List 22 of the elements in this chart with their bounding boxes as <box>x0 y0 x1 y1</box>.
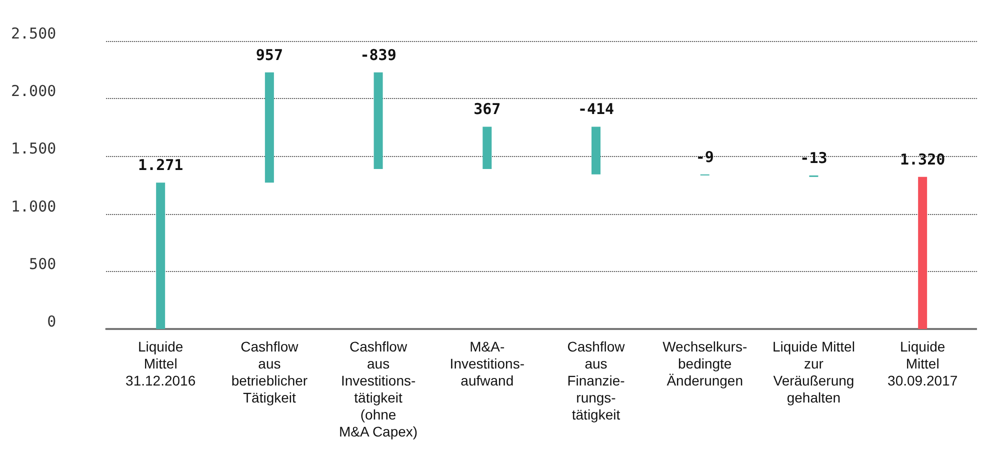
y-tick-label: 0 <box>47 312 56 330</box>
x-tick-label: Cashflow aus betrieblicher Tätigkeit <box>231 338 308 406</box>
x-tick-label: Wechselkurs- bedingte Änderungen <box>662 338 748 388</box>
x-tick-label: Cashflow aus Finanzie- rungs- tätigkeit <box>567 338 626 422</box>
data-label: -13 <box>800 148 828 167</box>
y-tick-label: 2.500 <box>11 24 56 42</box>
data-label: -839 <box>360 46 396 64</box>
data-label: 1.271 <box>138 156 184 174</box>
x-tick-label: Liquide Mittel zur Veräußerung gehalten <box>772 338 855 406</box>
y-tick-label: 500 <box>29 254 56 273</box>
x-tick-label: Liquide Mittel 30.09.2017 <box>888 338 958 388</box>
x-tick-label: M&A- Investitions- aufwand <box>450 338 525 388</box>
x-tick-label: Liquide Mittel 31.12.2016 <box>126 338 196 388</box>
data-label: 1.320 <box>900 150 946 168</box>
x-tick-label: Cashflow aus Investitions- tätigkeit (ohne M&A Capex) <box>338 338 418 440</box>
data-label: 957 <box>256 46 283 64</box>
y-tick-label: 2.000 <box>11 82 56 100</box>
y-tick-label: 1.000 <box>11 197 56 216</box>
data-label: -9 <box>696 148 714 166</box>
data-label: 367 <box>474 100 501 118</box>
data-label: -414 <box>578 100 614 118</box>
y-tick-label: 1.500 <box>11 140 56 158</box>
